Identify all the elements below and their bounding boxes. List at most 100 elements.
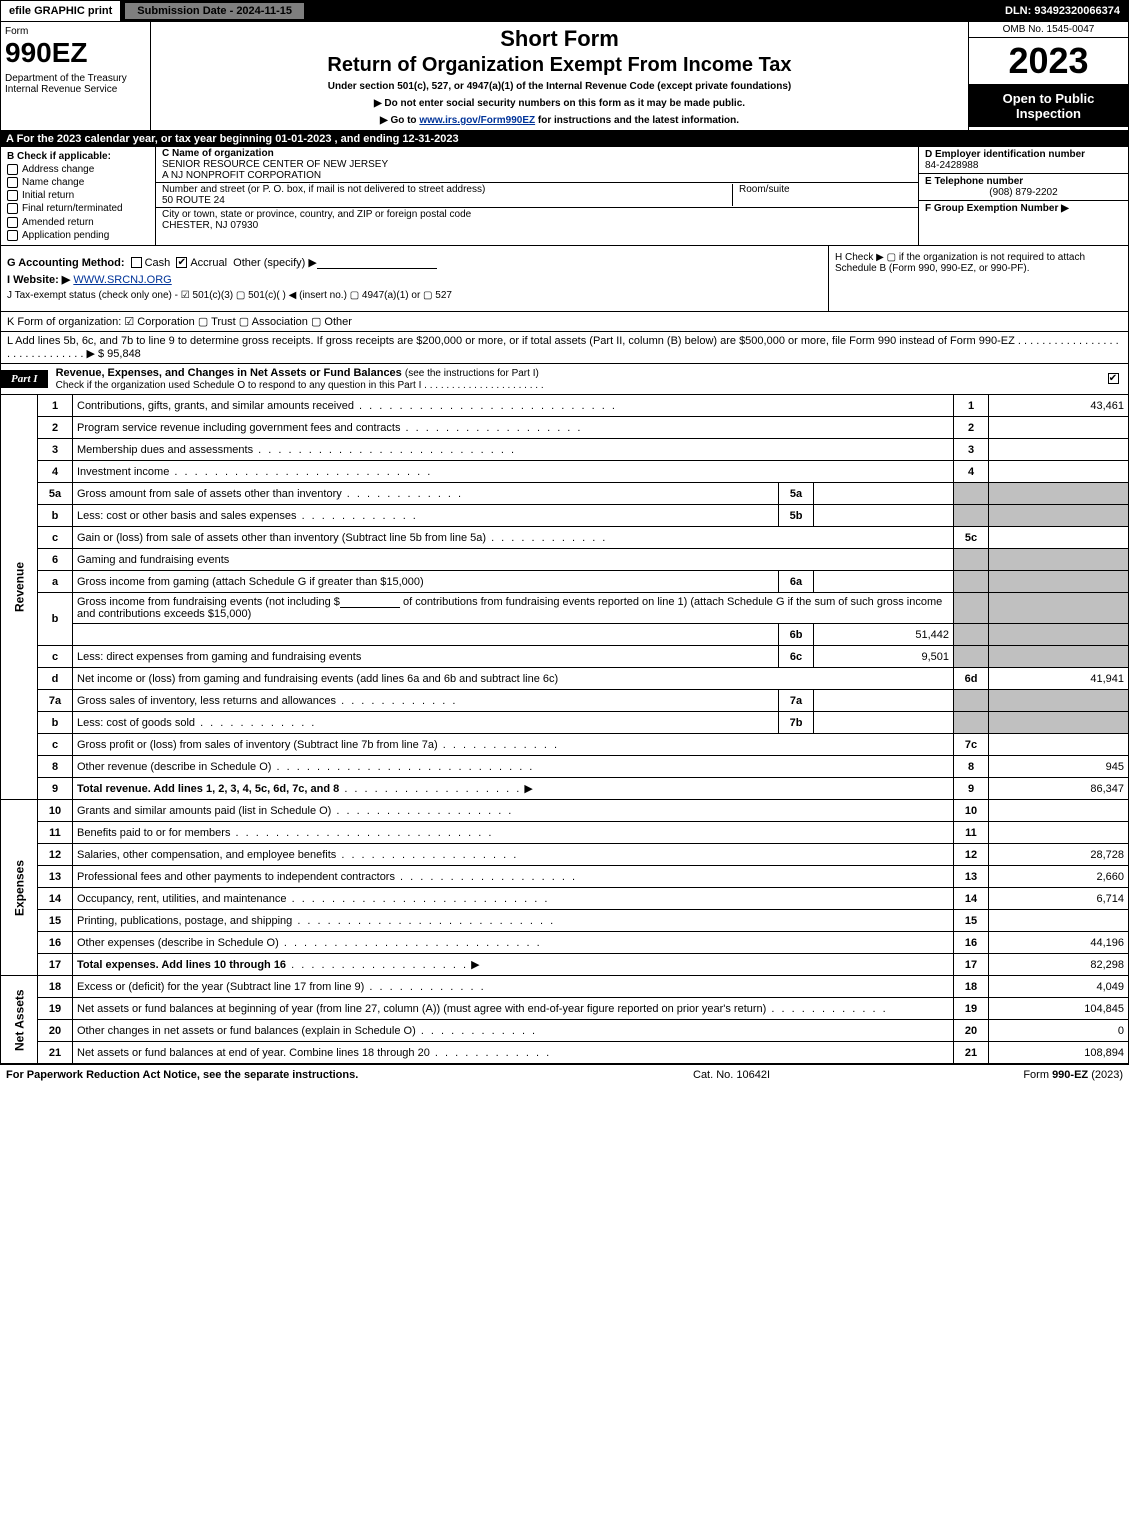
omb-number: OMB No. 1545-0047 bbox=[969, 22, 1128, 38]
section-bcdef: B Check if applicable: Address change Na… bbox=[0, 147, 1129, 246]
header-left: Form 990EZ Department of the Treasury In… bbox=[1, 22, 151, 130]
chk-accrual[interactable] bbox=[176, 257, 187, 268]
part-i-title: Revenue, Expenses, and Changes in Net As… bbox=[48, 364, 1098, 394]
line-20: 20 Other changes in net assets or fund b… bbox=[1, 1020, 1129, 1042]
under-section: Under section 501(c), 527, or 4947(a)(1)… bbox=[155, 81, 964, 92]
k-form-of-org: K Form of organization: ☑ Corporation ▢ … bbox=[0, 312, 1129, 332]
line-14: 14 Occupancy, rent, utilities, and maint… bbox=[1, 888, 1129, 910]
form-ref: Form 990-EZ (2023) bbox=[943, 1069, 1123, 1081]
l-amount: 95,848 bbox=[107, 348, 141, 360]
line-6d: d Net income or (loss) from gaming and f… bbox=[1, 668, 1129, 690]
dln-label: DLN: 93492320066374 bbox=[997, 3, 1128, 19]
i-website: I Website: ▶ WWW.SRCNJ.ORG bbox=[7, 273, 822, 286]
c-name-label: C Name of organization bbox=[162, 148, 274, 159]
goto-line: ▶ Go to www.irs.gov/Form990EZ for instru… bbox=[155, 115, 964, 126]
line-6a: a Gross income from gaming (attach Sched… bbox=[1, 571, 1129, 593]
line-13: 13 Professional fees and other payments … bbox=[1, 866, 1129, 888]
g-accounting: G Accounting Method: Cash Accrual Other … bbox=[7, 256, 822, 269]
part-i-table: Revenue 1 Contributions, gifts, grants, … bbox=[0, 395, 1129, 1065]
top-bar: efile GRAPHIC print Submission Date - 20… bbox=[0, 0, 1129, 22]
chk-initial-return[interactable]: Initial return bbox=[7, 190, 149, 201]
chk-cash[interactable] bbox=[131, 257, 142, 268]
line-9: 9 Total revenue. Add lines 1, 2, 3, 4, 5… bbox=[1, 778, 1129, 800]
line-7c: c Gross profit or (loss) from sales of i… bbox=[1, 734, 1129, 756]
line-5c: c Gain or (loss) from sale of assets oth… bbox=[1, 527, 1129, 549]
j-tax-exempt: J Tax-exempt status (check only one) - ☑… bbox=[7, 290, 822, 301]
part-i-label: Part I bbox=[1, 370, 48, 388]
efile-label[interactable]: efile GRAPHIC print bbox=[1, 1, 120, 21]
open-to-public: Open to Public Inspection bbox=[969, 85, 1128, 127]
part-i-check-text: Check if the organization used Schedule … bbox=[56, 380, 544, 391]
col-def: D Employer identification number 84-2428… bbox=[918, 147, 1128, 245]
street-value: 50 ROUTE 24 bbox=[162, 195, 225, 206]
form-header: Form 990EZ Department of the Treasury In… bbox=[0, 22, 1129, 131]
city-value: CHESTER, NJ 07930 bbox=[162, 220, 258, 231]
line-19: 19 Net assets or fund balances at beginn… bbox=[1, 998, 1129, 1020]
d-ein-value: 84-2428988 bbox=[925, 160, 978, 171]
form-label: Form bbox=[5, 26, 146, 37]
irs-link[interactable]: www.irs.gov/Form990EZ bbox=[419, 115, 535, 126]
page-footer: For Paperwork Reduction Act Notice, see … bbox=[0, 1064, 1129, 1085]
part-i-header: Part I Revenue, Expenses, and Changes in… bbox=[0, 364, 1129, 395]
section-ghij: G Accounting Method: Cash Accrual Other … bbox=[0, 246, 1129, 312]
submission-date: Submission Date - 2024-11-15 bbox=[124, 2, 305, 20]
return-title: Return of Organization Exempt From Incom… bbox=[155, 54, 964, 77]
line-10: Expenses 10 Grants and similar amounts p… bbox=[1, 800, 1129, 822]
chk-application-pending[interactable]: Application pending bbox=[7, 230, 149, 241]
line-21: 21 Net assets or fund balances at end of… bbox=[1, 1042, 1129, 1064]
org-name: SENIOR RESOURCE CENTER OF NEW JERSEY A N… bbox=[162, 159, 388, 181]
chk-name-change[interactable]: Name change bbox=[7, 177, 149, 188]
e-phone-label: E Telephone number bbox=[925, 176, 1023, 187]
line-4: 4 Investment income 4 bbox=[1, 461, 1129, 483]
chk-final-return[interactable]: Final return/terminated bbox=[7, 203, 149, 214]
goto-pre: ▶ Go to bbox=[380, 115, 419, 126]
revenue-sidelabel: Revenue bbox=[1, 395, 38, 778]
line-6c: c Less: direct expenses from gaming and … bbox=[1, 646, 1129, 668]
f-group-label: F Group Exemption Number ▶ bbox=[925, 203, 1069, 214]
line-11: 11 Benefits paid to or for members 11 bbox=[1, 822, 1129, 844]
col-b-checkboxes: B Check if applicable: Address change Na… bbox=[1, 147, 156, 245]
line-8: 8 Other revenue (describe in Schedule O)… bbox=[1, 756, 1129, 778]
line-2: 2 Program service revenue including gove… bbox=[1, 417, 1129, 439]
netassets-sidelabel: Net Assets bbox=[1, 976, 38, 1064]
goto-post: for instructions and the latest informat… bbox=[538, 115, 739, 126]
department-label: Department of the Treasury Internal Reve… bbox=[5, 73, 146, 95]
form-number: 990EZ bbox=[5, 37, 146, 69]
part-i-checkbox[interactable] bbox=[1098, 373, 1128, 385]
line-3: 3 Membership dues and assessments 3 bbox=[1, 439, 1129, 461]
h-schedule-b: H Check ▶ ▢ if the organization is not r… bbox=[828, 246, 1128, 311]
l-gross-receipts: L Add lines 5b, 6c, and 7b to line 9 to … bbox=[0, 332, 1129, 364]
paperwork-notice: For Paperwork Reduction Act Notice, see … bbox=[6, 1069, 693, 1081]
line-5a: 5a Gross amount from sale of assets othe… bbox=[1, 483, 1129, 505]
line-5b: b Less: cost or other basis and sales ex… bbox=[1, 505, 1129, 527]
line-6: 6 Gaming and fundraising events bbox=[1, 549, 1129, 571]
b-label: B Check if applicable: bbox=[7, 151, 149, 162]
line-12: 12 Salaries, other compensation, and emp… bbox=[1, 844, 1129, 866]
line-6b-val: 6b 51,442 bbox=[1, 624, 1129, 646]
col-c-org-info: C Name of organization SENIOR RESOURCE C… bbox=[156, 147, 918, 245]
chk-amended-return[interactable]: Amended return bbox=[7, 217, 149, 228]
e-phone-value: (908) 879-2202 bbox=[925, 187, 1122, 198]
col-gij: G Accounting Method: Cash Accrual Other … bbox=[1, 246, 828, 311]
cat-no: Cat. No. 10642I bbox=[693, 1069, 943, 1081]
room-suite-label: Room/suite bbox=[732, 184, 912, 206]
line-16: 16 Other expenses (describe in Schedule … bbox=[1, 932, 1129, 954]
line-7b: b Less: cost of goods sold 7b bbox=[1, 712, 1129, 734]
line-6b: b Gross income from fundraising events (… bbox=[1, 593, 1129, 624]
line-18: Net Assets 18 Excess or (deficit) for th… bbox=[1, 976, 1129, 998]
line-15: 15 Printing, publications, postage, and … bbox=[1, 910, 1129, 932]
header-right: OMB No. 1545-0047 2023 Open to Public In… bbox=[968, 22, 1128, 130]
website-link[interactable]: WWW.SRCNJ.ORG bbox=[73, 274, 171, 286]
line-1: Revenue 1 Contributions, gifts, grants, … bbox=[1, 395, 1129, 417]
street-label: Number and street (or P. O. box, if mail… bbox=[162, 184, 485, 195]
ssn-warning: ▶ Do not enter social security numbers o… bbox=[155, 98, 964, 109]
line-17: 17 Total expenses. Add lines 10 through … bbox=[1, 954, 1129, 976]
expenses-sidelabel: Expenses bbox=[1, 800, 38, 976]
short-form-title: Short Form bbox=[155, 26, 964, 52]
row-a-calendar-year: A For the 2023 calendar year, or tax yea… bbox=[0, 131, 1129, 147]
city-label: City or town, state or province, country… bbox=[162, 209, 471, 220]
d-ein-label: D Employer identification number bbox=[925, 149, 1085, 160]
header-center: Short Form Return of Organization Exempt… bbox=[151, 22, 968, 130]
chk-address-change[interactable]: Address change bbox=[7, 164, 149, 175]
line-7a: 7a Gross sales of inventory, less return… bbox=[1, 690, 1129, 712]
